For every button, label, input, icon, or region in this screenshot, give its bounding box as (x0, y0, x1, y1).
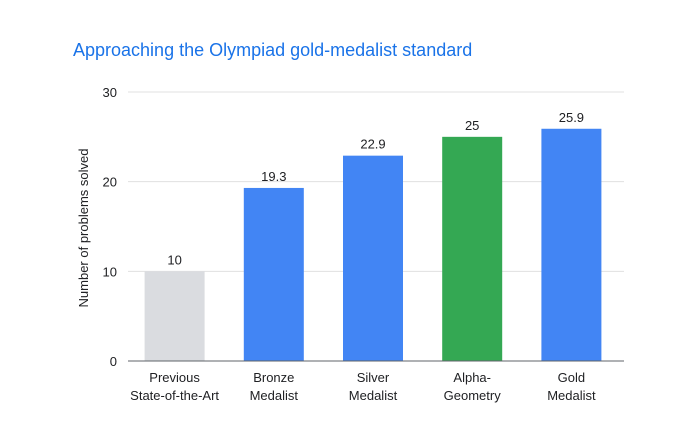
y-tick-label: 30 (103, 85, 117, 100)
category-label: Silver Medalist (349, 370, 398, 403)
y-tick-label: 10 (103, 264, 117, 279)
category-labels: Previous State-of-the-Art Bronze Medalist Si… (130, 370, 596, 403)
value-label: 25 (465, 118, 479, 133)
bars (144, 128, 602, 361)
y-tick-label: 0 (110, 354, 117, 369)
bar (144, 271, 205, 361)
bar (243, 187, 304, 361)
y-axis-ticks: 0 10 20 30 (103, 85, 117, 369)
bar (442, 136, 503, 361)
value-labels: 10 19.3 22.9 25 25.9 (167, 110, 584, 268)
value-label: 19.3 (261, 169, 286, 184)
chart-title: Approaching the Olympiad gold-medalist s… (73, 40, 472, 60)
category-label: Bronze Medalist (250, 370, 299, 403)
bar (343, 155, 403, 361)
y-axis-label: Number of problems solved (76, 149, 91, 308)
category-label: Previous State-of-the-Art (130, 370, 219, 403)
category-label: Gold Medalist (547, 370, 596, 403)
value-label: 22.9 (360, 137, 385, 152)
category-label: Alpha-Geometry (444, 370, 502, 403)
y-tick-label: 20 (103, 175, 117, 190)
value-label: 25.9 (559, 110, 584, 125)
value-label: 10 (167, 252, 181, 267)
bar (541, 128, 602, 361)
